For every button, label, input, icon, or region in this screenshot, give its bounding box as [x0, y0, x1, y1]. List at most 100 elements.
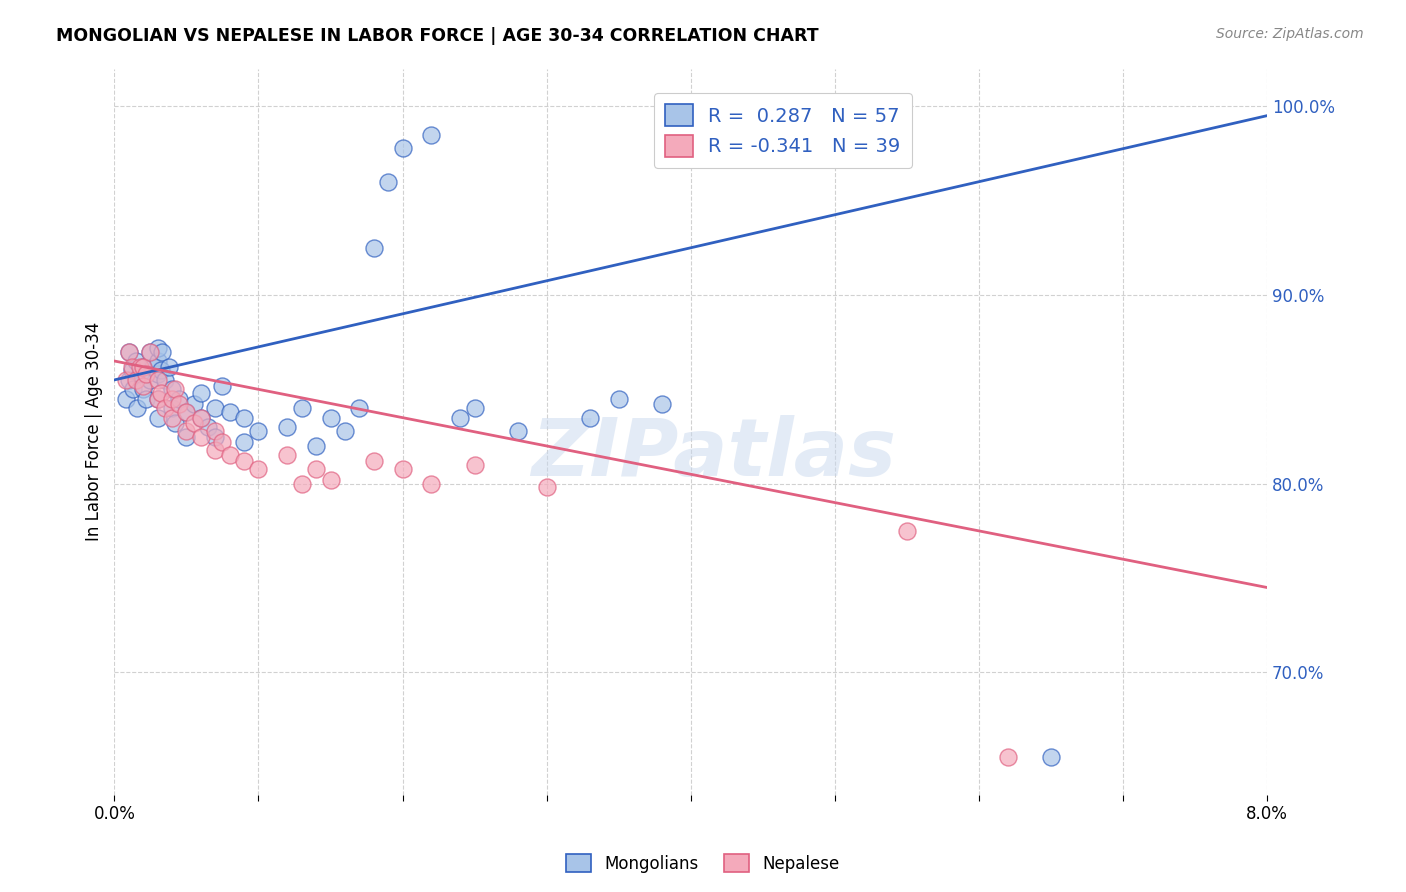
Point [183, 397, 205, 411]
Point [146, 392, 169, 406]
Point [449, 410, 471, 425]
Point [363, 454, 385, 468]
Legend: R =  0.287   N = 57, R = -0.341   N = 39: R = 0.287 N = 57, R = -0.341 N = 39 [654, 93, 912, 169]
Point [190, 386, 212, 401]
Point [121, 359, 143, 374]
Point [204, 424, 226, 438]
Point [896, 524, 918, 538]
Point [129, 359, 152, 374]
Point [176, 405, 198, 419]
Point [291, 476, 314, 491]
Point [204, 429, 226, 443]
Point [127, 401, 149, 416]
Point [118, 344, 141, 359]
Y-axis label: In Labor Force | Age 30-34: In Labor Force | Age 30-34 [86, 322, 103, 541]
Point [218, 405, 240, 419]
Point [132, 359, 155, 374]
Point [211, 435, 233, 450]
Point [149, 386, 172, 401]
Point [391, 141, 413, 155]
Point [291, 401, 314, 416]
Point [160, 410, 183, 425]
Point [183, 417, 205, 431]
Point [420, 476, 443, 491]
Point [132, 359, 155, 374]
Point [176, 429, 198, 443]
Point [125, 354, 148, 368]
Point [153, 373, 176, 387]
Point [204, 401, 226, 416]
Point [129, 368, 152, 382]
Point [160, 382, 183, 396]
Point [146, 373, 169, 387]
Point [276, 449, 298, 463]
Point [247, 424, 270, 438]
Point [163, 417, 186, 431]
Point [363, 241, 385, 255]
Point [146, 354, 169, 368]
Legend: Mongolians, Nepalese: Mongolians, Nepalese [560, 847, 846, 880]
Point [150, 344, 173, 359]
Point [160, 401, 183, 416]
Point [135, 392, 157, 406]
Point [146, 392, 169, 406]
Point [142, 359, 165, 374]
Point [118, 373, 141, 387]
Point [146, 341, 169, 355]
Point [464, 458, 486, 472]
Text: MONGOLIAN VS NEPALESE IN LABOR FORCE | AGE 30-34 CORRELATION CHART: MONGOLIAN VS NEPALESE IN LABOR FORCE | A… [56, 27, 818, 45]
Point [578, 410, 600, 425]
Point [132, 378, 155, 392]
Point [115, 392, 138, 406]
Point [125, 373, 148, 387]
Point [247, 461, 270, 475]
Point [204, 442, 226, 457]
Point [391, 461, 413, 475]
Point [139, 373, 162, 387]
Point [1039, 750, 1062, 764]
Point [163, 382, 186, 396]
Point [153, 401, 176, 416]
Point [333, 424, 356, 438]
Point [190, 410, 212, 425]
Point [319, 473, 342, 487]
Point [167, 392, 190, 406]
Point [190, 429, 212, 443]
Point [139, 344, 162, 359]
Point [176, 405, 198, 419]
Point [115, 373, 138, 387]
Point [135, 368, 157, 382]
Point [197, 420, 219, 434]
Point [349, 401, 371, 416]
Point [157, 359, 180, 374]
Point [420, 128, 443, 142]
Text: ZIPatlas: ZIPatlas [531, 415, 896, 492]
Point [149, 363, 172, 377]
Point [536, 480, 558, 494]
Point [233, 454, 256, 468]
Point [464, 401, 486, 416]
Point [146, 410, 169, 425]
Point [233, 410, 256, 425]
Point [176, 424, 198, 438]
Point [122, 382, 145, 396]
Point [132, 382, 155, 396]
Point [167, 397, 190, 411]
Point [121, 363, 143, 377]
Point [211, 378, 233, 392]
Point [377, 175, 399, 189]
Point [506, 424, 529, 438]
Point [190, 410, 212, 425]
Point [651, 397, 673, 411]
Text: Source: ZipAtlas.com: Source: ZipAtlas.com [1216, 27, 1364, 41]
Point [276, 420, 298, 434]
Point [997, 750, 1019, 764]
Point [319, 410, 342, 425]
Point [139, 344, 162, 359]
Point [233, 435, 256, 450]
Point [146, 368, 169, 382]
Point [160, 392, 183, 406]
Point [305, 461, 328, 475]
Point [305, 439, 328, 453]
Point [118, 344, 141, 359]
